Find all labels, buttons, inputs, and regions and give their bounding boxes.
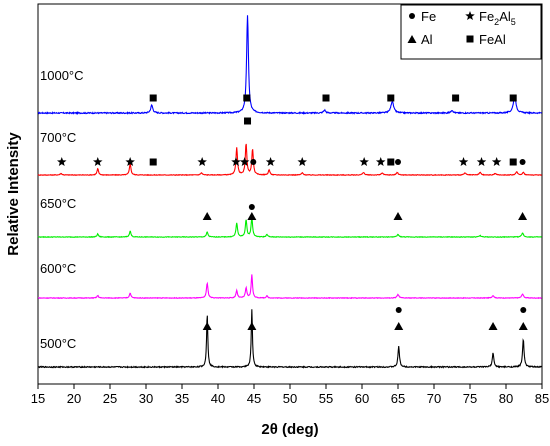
marker-circle: [409, 13, 415, 19]
legend-label: FeAl: [479, 32, 506, 47]
marker-circle: [519, 159, 526, 165]
x-tick-label: 20: [67, 391, 81, 406]
marker-star: [359, 157, 369, 167]
x-axis-ticks: 15 20 25 30 35 40 45 50 55 60 65 70 75 80 85: [31, 384, 549, 406]
series-label: 600°C: [40, 261, 76, 276]
series-line: [37, 309, 542, 369]
x-tick-label: 85: [535, 391, 549, 406]
marker-triangle: [247, 212, 257, 220]
marker-square: [149, 94, 157, 102]
series-line: [37, 15, 543, 116]
legend-label: Al: [421, 32, 433, 47]
x-axis-title: 2θ (deg): [261, 421, 318, 438]
x-tick-label: 35: [175, 391, 189, 406]
marker-star: [239, 157, 250, 167]
marker-triangle: [518, 212, 528, 220]
marker-star: [491, 157, 502, 167]
marker-square: [322, 94, 330, 102]
x-tick-label: 45: [247, 391, 261, 406]
marker-star: [375, 157, 386, 167]
marker-star: [57, 157, 67, 167]
marker-star: [93, 157, 103, 167]
marker-square: [244, 117, 252, 125]
legend-label: Fe2Al5: [479, 9, 516, 27]
marker-circle: [520, 307, 527, 313]
marker-square: [509, 94, 517, 102]
phase-markers: [57, 94, 528, 330]
marker-circle: [395, 159, 401, 165]
x-tick-label: 15: [31, 391, 45, 406]
marker-square: [243, 94, 251, 102]
marker-star: [231, 157, 241, 167]
marker-circle: [248, 204, 255, 210]
marker-triangle: [407, 35, 417, 43]
series-line: [37, 217, 542, 239]
x-tick-label: 80: [499, 391, 513, 406]
marker-square: [509, 158, 517, 166]
legend-items: Fe Fe2Al5 Al FeAl: [407, 9, 516, 47]
series-group: [37, 15, 543, 369]
series-label: 700°C: [40, 130, 76, 145]
marker-triangle: [202, 212, 212, 220]
marker-triangle: [202, 322, 212, 330]
marker-triangle: [394, 322, 404, 330]
legend: Fe Fe2Al5 Al FeAl: [400, 4, 542, 60]
marker-square: [466, 35, 474, 43]
marker-triangle: [393, 212, 403, 220]
x-tick-label: 55: [319, 391, 333, 406]
x-tick-label: 40: [211, 391, 225, 406]
x-tick-label: 25: [103, 391, 117, 406]
marker-star: [458, 157, 469, 167]
marker-star: [476, 157, 487, 167]
marker-star: [265, 157, 276, 167]
series-line: [37, 143, 543, 177]
marker-triangle: [488, 322, 498, 330]
x-tick-label: 30: [139, 391, 153, 406]
marker-circle: [250, 159, 257, 165]
marker-triangle: [518, 322, 528, 330]
marker-square: [387, 94, 395, 102]
marker-star: [465, 11, 475, 21]
marker-star: [197, 157, 207, 167]
marker-star: [125, 157, 135, 167]
series-label: 500°C: [40, 336, 76, 351]
x-tick-label: 60: [355, 391, 369, 406]
marker-square: [149, 158, 157, 166]
x-tick-label: 70: [427, 391, 441, 406]
plot-frame: [37, 3, 543, 385]
x-tick-label: 50: [283, 391, 297, 406]
x-tick-label: 65: [391, 391, 405, 406]
marker-star: [297, 157, 307, 167]
series-label: 650°C: [40, 196, 76, 211]
series-line: [37, 274, 542, 300]
legend-label: Fe: [421, 9, 436, 24]
x-tick-label: 75: [463, 391, 477, 406]
marker-square: [387, 158, 395, 166]
y-axis-title: Relative Intensity: [5, 132, 22, 256]
marker-triangle: [247, 322, 257, 330]
marker-square: [452, 94, 460, 102]
series-labels: 1000°C 700°C 650°C 600°C 500°C: [40, 68, 84, 351]
marker-circle: [395, 307, 402, 313]
series-label: 1000°C: [40, 68, 84, 83]
